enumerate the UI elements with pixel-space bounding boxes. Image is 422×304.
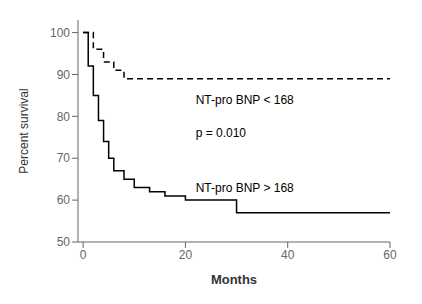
svg-text:20: 20 bbox=[179, 248, 193, 262]
svg-text:40: 40 bbox=[281, 248, 295, 262]
svg-text:100: 100 bbox=[50, 26, 70, 40]
svg-text:60: 60 bbox=[383, 248, 397, 262]
svg-text:50: 50 bbox=[57, 235, 71, 249]
svg-text:60: 60 bbox=[57, 193, 71, 207]
svg-text:70: 70 bbox=[57, 151, 71, 165]
svg-text:0: 0 bbox=[80, 248, 87, 262]
svg-text:Months: Months bbox=[211, 272, 257, 287]
svg-text:NT-pro BNP > 168: NT-pro BNP > 168 bbox=[196, 181, 294, 195]
svg-text:80: 80 bbox=[57, 110, 71, 124]
svg-text:NT-pro BNP < 168: NT-pro BNP < 168 bbox=[196, 93, 294, 107]
svg-text:Percent survival: Percent survival bbox=[17, 88, 31, 173]
svg-text:90: 90 bbox=[57, 68, 71, 82]
svg-text:p = 0.010: p = 0.010 bbox=[196, 126, 247, 140]
